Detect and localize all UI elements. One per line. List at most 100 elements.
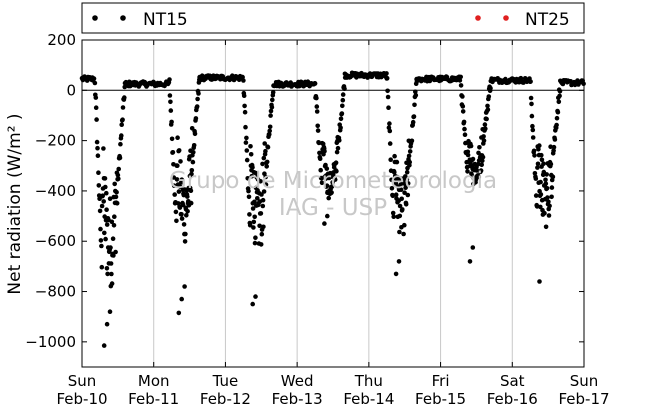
nt15-ramp-point	[391, 214, 397, 219]
nt15-day-point	[543, 177, 548, 183]
nt15-ramp-point	[385, 88, 390, 94]
nt15-day-point	[535, 165, 540, 170]
nt15-day-point	[478, 168, 484, 173]
nt15-day-point	[261, 224, 266, 230]
nt15-ramp-point	[120, 117, 125, 122]
nt15-outlier-point	[179, 296, 184, 302]
x-tick-label-day: Sat	[500, 372, 525, 390]
nt15-day-point	[322, 148, 327, 154]
nt15-ramp-point	[119, 122, 124, 127]
nt15-ramp-point	[316, 140, 322, 146]
nt15-ramp-point	[118, 141, 123, 147]
nt15-ramp-point	[485, 107, 491, 112]
nt15-day-point	[183, 231, 188, 237]
nt15-ramp-point	[554, 115, 560, 121]
nt15-ramp-point	[485, 103, 490, 109]
nt15-day-point	[253, 235, 258, 240]
nt15-day-point	[185, 194, 190, 199]
nt15-day-point	[548, 144, 553, 149]
nt15-ramp-point	[465, 169, 470, 174]
nt15-ramp-point	[340, 103, 345, 109]
nt15-day-point	[404, 176, 410, 182]
nt15-day-point	[257, 223, 262, 229]
nt15-day-point	[251, 225, 256, 230]
nt15-ramp-point	[486, 94, 492, 99]
nt15-day-point	[262, 141, 268, 146]
nt15-ramp-point	[484, 116, 489, 122]
nt15-ramp-point	[94, 117, 99, 122]
nt15-ramp-point	[98, 238, 104, 243]
nt15-ramp-point	[270, 90, 276, 95]
nt15-outlier-point	[537, 279, 542, 284]
nt15-outlier-point	[393, 271, 399, 277]
nt15-day-point	[109, 219, 115, 225]
nt15-day-point	[251, 219, 257, 225]
nt15-day-point	[104, 190, 109, 196]
nt15-outlier-point	[253, 294, 258, 299]
nt15-day-point	[104, 222, 110, 227]
nt15-day-point	[250, 165, 255, 170]
nt15-ramp-point	[335, 145, 341, 151]
nt15-ramp-point	[317, 150, 322, 156]
nt15-day-point	[175, 135, 180, 140]
nt15-day-point	[103, 236, 108, 242]
nt15-day-point	[545, 195, 550, 200]
nt15-day-point	[107, 196, 113, 201]
nt15-ramp-point	[167, 77, 172, 82]
nt15-ramp-point	[488, 86, 493, 91]
nt15-day-point	[538, 204, 543, 210]
nt15-day-point	[104, 266, 110, 271]
nt15-day-point	[393, 181, 399, 186]
nt15-day-point	[535, 161, 541, 167]
nt15-ramp-point	[387, 128, 393, 134]
nt15-day-point	[397, 229, 402, 235]
nt15-day-point	[539, 152, 544, 158]
nt15-ramp-point	[389, 177, 394, 183]
x-tick-label-date: Feb-17	[558, 390, 609, 408]
nt15-ramp-point	[556, 99, 562, 105]
nt15-day-point	[546, 213, 552, 218]
nt15-day-point	[177, 184, 183, 189]
nt15-ramp-point	[412, 102, 417, 108]
nt15-ramp-point	[314, 95, 319, 101]
nt15-day-point	[400, 207, 405, 212]
nt15-day-point	[397, 203, 403, 209]
x-tick-label-day: Thu	[354, 372, 383, 390]
nt15-day-point	[188, 200, 194, 206]
nt15-day-point	[401, 231, 406, 237]
nt15-ramp-point	[481, 134, 486, 139]
nt15-ramp-point	[244, 135, 249, 141]
nt15-day-point	[184, 213, 189, 218]
nt15-day-point	[176, 148, 182, 153]
y-tick-label: 200	[47, 31, 76, 49]
nt15-ramp-point	[241, 93, 247, 98]
nt15-ramp-point	[169, 119, 174, 125]
nt15-day-point	[176, 189, 182, 194]
nt15-ramp-point	[529, 113, 535, 119]
nt15-ramp-point	[267, 124, 273, 130]
nt15-ramp-point	[551, 148, 556, 153]
nt15-day-point	[258, 242, 264, 247]
nt15-day-point	[253, 170, 258, 176]
nt15-night-point	[230, 73, 235, 78]
nt15-day-point	[479, 162, 485, 168]
nt15-ramp-point	[340, 92, 346, 97]
nt15-ramp-point	[168, 108, 174, 113]
nt15-day-point	[113, 194, 119, 200]
nt15-ramp-point	[388, 157, 394, 162]
nt15-day-point	[103, 184, 108, 190]
nt15-day-point	[109, 271, 114, 277]
nt15-ramp-point	[243, 124, 248, 130]
x-tick-label-day: Sun	[570, 372, 599, 390]
legend-marker-nt15-a	[92, 15, 98, 21]
nt15-day-point	[175, 163, 180, 168]
y-tick-label: −200	[35, 132, 76, 150]
nt15-ramp-point	[339, 111, 345, 116]
nt15-ramp-point	[168, 99, 173, 105]
nt15-day-point	[189, 171, 194, 177]
nt15-day-point	[334, 169, 339, 174]
nt15-day-point	[326, 195, 332, 201]
watermark-line-1: Grupo de Micrometeorologia	[169, 168, 497, 194]
nt15-ramp-point	[94, 139, 100, 145]
y-tick-label: −1000	[25, 333, 76, 351]
